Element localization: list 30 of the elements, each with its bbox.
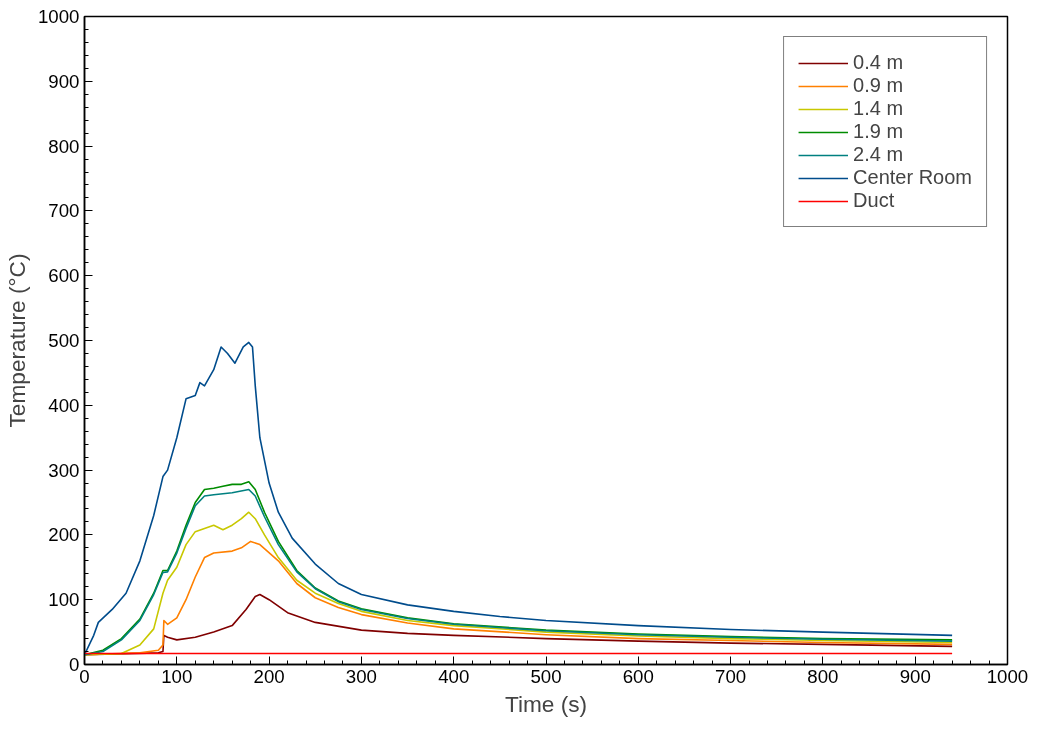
x-tick-label: 200 [253, 665, 285, 687]
x-axis-title: Time (s) [504, 690, 588, 717]
y-tick-label: 800 [48, 135, 80, 157]
x-tick-label: 600 [622, 665, 654, 687]
y-tick-label: 300 [48, 459, 80, 481]
y-tick-label: 100 [48, 589, 80, 611]
legend-label: Center Room [853, 166, 972, 189]
y-tick-label: 1000 [38, 6, 80, 27]
legend-label: Duct [853, 189, 895, 212]
x-tick-label: 700 [715, 665, 747, 687]
x-tick-label: 400 [438, 665, 470, 687]
y-tick-label: 900 [48, 70, 80, 92]
y-tick-label: 600 [48, 265, 80, 287]
y-tick-label: 700 [48, 200, 80, 222]
y-tick-label: 500 [48, 330, 80, 351]
line-series [84, 341, 953, 656]
y-tick-label: 200 [48, 524, 80, 546]
legend-label: 0.4 m [853, 51, 904, 74]
x-tick-label: 800 [807, 665, 839, 687]
y-tick-label: 400 [48, 394, 80, 416]
x-tick-label: 900 [899, 665, 931, 687]
legend-label: 2.4 m [853, 143, 904, 166]
legend-label: 1.4 m [853, 97, 904, 120]
legend-label: 0.9 m [853, 74, 904, 97]
y-axis-title: Temperature (°C) [4, 253, 30, 428]
x-tick-label: 500 [530, 665, 562, 687]
x-tick-label: 1000 [986, 665, 1029, 687]
legend-label: 1.9 m [853, 120, 904, 143]
x-tick-label: 100 [161, 665, 193, 687]
x-tick-label: 300 [345, 665, 377, 687]
